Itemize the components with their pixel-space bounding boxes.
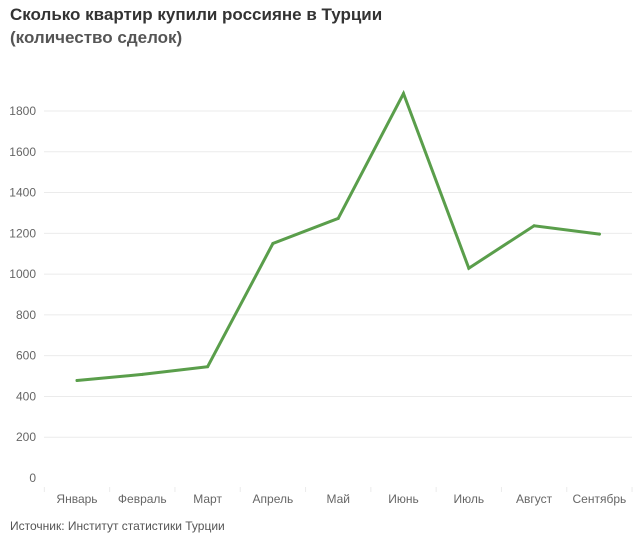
chart-subtitle: (количество сделок)	[10, 28, 183, 47]
y-axis-tick-labels: 0 200 400 600 800 1000 1200 1400 1600 1800	[9, 104, 36, 485]
y-tick-label: 1400	[9, 186, 36, 200]
x-tick-label: Апрель	[253, 492, 294, 506]
y-tick-label: 0	[29, 471, 36, 485]
x-tick-label: Сентябрь	[573, 492, 627, 506]
y-tick-label: 1600	[9, 145, 36, 159]
chart-title: Сколько квартир купили россияне в Турции	[10, 5, 383, 24]
grid-lines	[43, 110, 633, 492]
data-point	[140, 372, 144, 376]
data-point	[597, 232, 601, 236]
data-point	[532, 224, 536, 228]
y-tick-label: 1000	[9, 267, 36, 281]
data-point	[206, 365, 210, 369]
x-axis-tick-labels: Январь Февраль Март Апрель Май Июнь Июль Август…	[56, 492, 626, 506]
x-tick-label: Июнь	[388, 492, 419, 506]
y-tick-label: 800	[16, 308, 36, 322]
data-point	[271, 242, 275, 246]
x-tick-label: Май	[326, 492, 350, 506]
data-point	[75, 379, 79, 383]
data-point	[467, 266, 471, 270]
x-tick-label: Январь	[56, 492, 97, 506]
y-tick-label: 1800	[9, 104, 36, 118]
series-layer	[75, 89, 601, 383]
line-chart: 0 200 400 600 800 1000 1200 1400 1600 1800 Январь…	[9, 89, 633, 506]
x-tick-label: Июль	[453, 492, 484, 506]
y-tick-label: 1200	[9, 226, 36, 240]
y-tick-label: 400	[16, 389, 36, 403]
x-tick-label: Август	[516, 492, 553, 506]
x-tick-label: Февраль	[118, 492, 167, 506]
y-tick-label: 200	[16, 430, 36, 444]
x-tick-label: Март	[193, 492, 222, 506]
data-point	[402, 91, 405, 95]
series-line-0	[75, 89, 601, 382]
data-point	[336, 216, 340, 220]
y-tick-label: 600	[16, 349, 36, 363]
source-note: Источник: Институт статистики Турции	[10, 519, 225, 533]
